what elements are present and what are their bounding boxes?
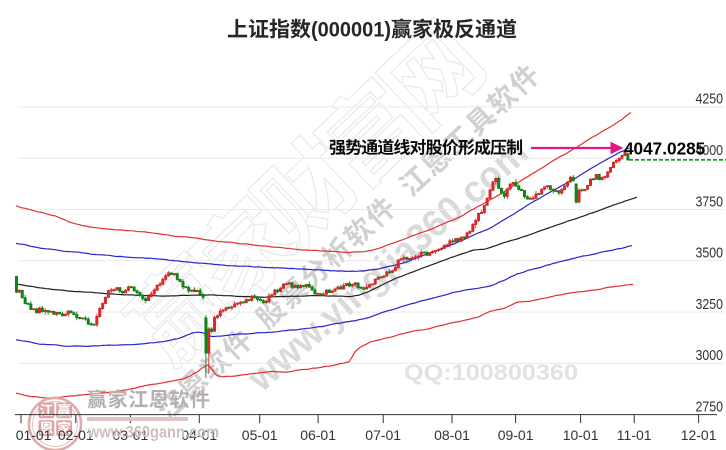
svg-text:www.360gann.com: www.360gann.com xyxy=(87,423,219,442)
svg-text:07-01: 07-01 xyxy=(365,427,401,443)
svg-text:01-01: 01-01 xyxy=(16,427,52,443)
svg-text:10-01: 10-01 xyxy=(563,427,599,443)
svg-text:11-01: 11-01 xyxy=(617,427,652,443)
svg-text:12-01: 12-01 xyxy=(681,427,717,443)
svg-text:03-01: 03-01 xyxy=(112,427,148,443)
svg-text:04-01: 04-01 xyxy=(181,427,217,443)
svg-text:(000001): (000001) xyxy=(311,19,391,42)
svg-text:05-01: 05-01 xyxy=(242,427,278,443)
svg-text:2750: 2750 xyxy=(696,398,724,415)
svg-text:06-01: 06-01 xyxy=(300,427,336,443)
svg-text:4250: 4250 xyxy=(696,91,724,108)
svg-text:QQ:100800360: QQ:100800360 xyxy=(404,360,578,385)
svg-text:4000: 4000 xyxy=(696,142,724,159)
svg-text:08-01: 08-01 xyxy=(434,427,470,443)
svg-text:3500: 3500 xyxy=(696,245,724,262)
svg-text:09-01: 09-01 xyxy=(498,427,534,443)
svg-text:4000: 4000 xyxy=(696,142,724,159)
svg-text:3750: 3750 xyxy=(696,193,724,210)
svg-text:3250: 3250 xyxy=(696,296,724,313)
svg-text:4047.0285: 4047.0285 xyxy=(624,138,706,158)
svg-text:02-01: 02-01 xyxy=(58,427,94,443)
svg-text:3000: 3000 xyxy=(696,347,724,364)
